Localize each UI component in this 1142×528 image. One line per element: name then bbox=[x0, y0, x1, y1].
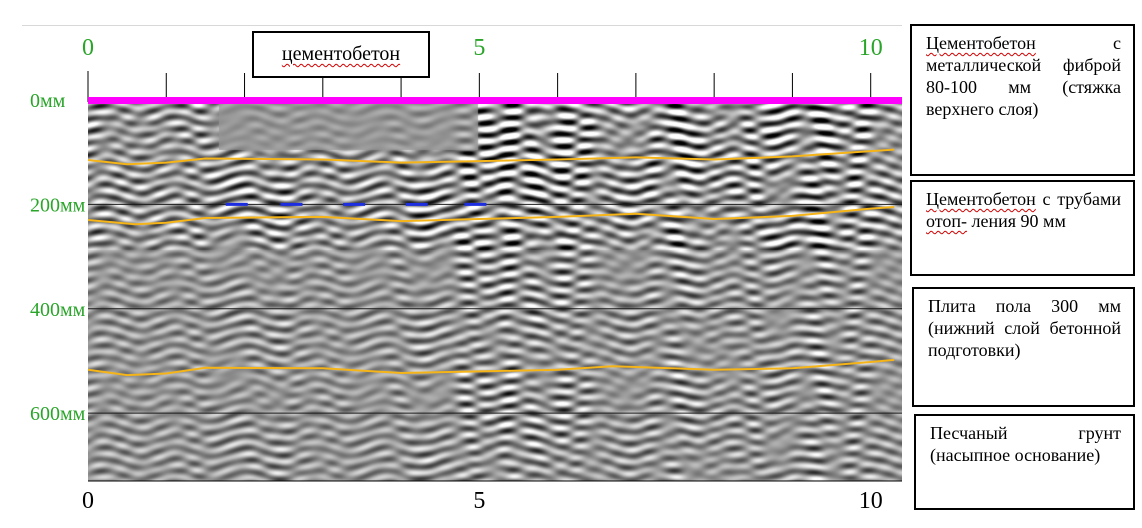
layer-boundaries bbox=[87, 148, 895, 377]
layer-2-term-2: отоп- bbox=[926, 211, 968, 231]
center-annotation-box: цементобетон bbox=[252, 31, 430, 78]
depth-axis-labels: 0мм 200мм 400мм 600мм bbox=[30, 90, 86, 425]
layer-1-term: Цементобетон bbox=[926, 33, 1036, 53]
bottom-tick-label: 0 bbox=[82, 488, 94, 514]
top-tick-label: 5 bbox=[473, 35, 485, 61]
top-tick-label: 0 bbox=[82, 35, 94, 61]
depth-tick-label: 400мм bbox=[30, 299, 86, 321]
bottom-axis-labels: 0 5 10 bbox=[82, 488, 883, 514]
chart-frame-top-line bbox=[22, 25, 902, 26]
layer-legend-4: Песчаный грунт (насыпное основание) bbox=[914, 414, 1135, 510]
center-annotation-text: цементобетон bbox=[281, 43, 401, 65]
radar-texture bbox=[88, 100, 902, 481]
surface-line bbox=[88, 97, 902, 104]
layer-legend-1: Цементобетон с металлической фиброй 80-1… bbox=[910, 24, 1135, 176]
depth-tick-label: 200мм bbox=[30, 194, 86, 216]
top-axis-ticks bbox=[87, 73, 872, 100]
depth-tick-label: 0мм bbox=[30, 90, 66, 112]
bottom-tick-label: 5 bbox=[473, 488, 485, 514]
layer-2-text: с трубами bbox=[1035, 189, 1121, 209]
bottom-tick-label: 10 bbox=[859, 488, 883, 514]
layer-2-text-2: ления 90 мм bbox=[967, 211, 1066, 231]
layer-legend-2: Цементобетон с трубами отоп- ления 90 мм bbox=[910, 180, 1135, 276]
layer-3-text: Плита пола 300 мм (нижний слой бетонной … bbox=[928, 296, 1121, 360]
layer-1-text: с металлической фиброй 80-100 мм (стяжка… bbox=[926, 33, 1121, 119]
boundary-1 bbox=[87, 148, 895, 166]
layer-4-text: Песчаный грунт (насыпное основание) bbox=[930, 423, 1121, 465]
layer-legend-3: Плита пола 300 мм (нижний слой бетонной … bbox=[912, 287, 1135, 407]
boundary-3 bbox=[87, 358, 895, 377]
grid-lines bbox=[88, 203, 902, 414]
depth-tick-label: 600мм bbox=[30, 403, 86, 425]
plot-area bbox=[88, 100, 902, 481]
top-tick-label: 10 bbox=[859, 35, 883, 61]
boundary-2 bbox=[87, 206, 895, 226]
top-axis-labels: 0 5 10 bbox=[82, 35, 883, 61]
layer-2-term: Цементобетон bbox=[926, 189, 1036, 209]
